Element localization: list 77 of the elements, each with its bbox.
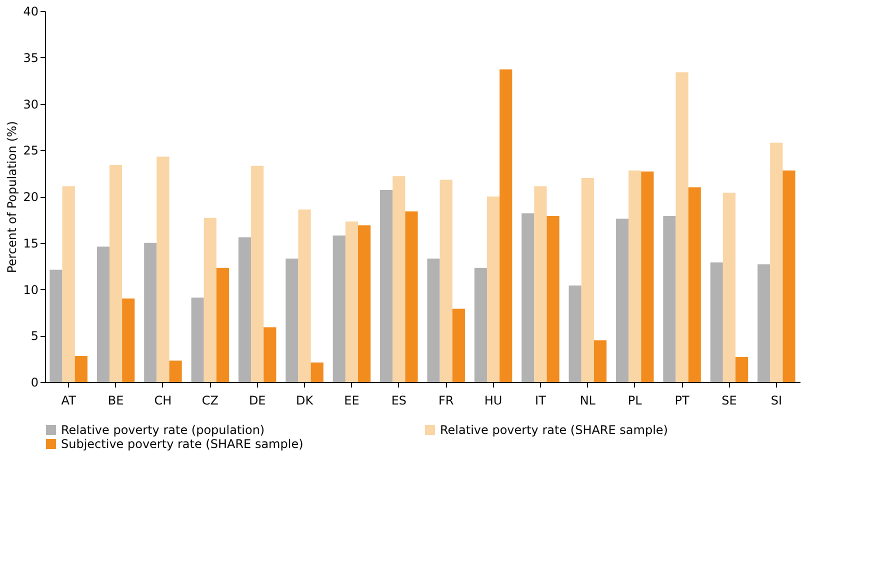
- bar: [332, 235, 346, 382]
- bar: [641, 171, 654, 382]
- bar: [440, 180, 452, 382]
- bar: [286, 258, 298, 382]
- x-tick-label: DE: [248, 394, 266, 408]
- bar: [191, 298, 204, 382]
- bar: [452, 308, 465, 382]
- y-tick-label: 0: [30, 376, 38, 390]
- bar: [427, 258, 440, 382]
- y-axis-title: Percent of Population (%): [5, 121, 20, 273]
- x-tick-label: BE: [108, 394, 124, 408]
- bar: [628, 170, 642, 382]
- bar: [568, 286, 582, 382]
- bar: [358, 225, 371, 382]
- x-tick-label: EE: [344, 394, 360, 408]
- x-tick-label: HU: [484, 394, 502, 408]
- y-tick-label: 5: [30, 329, 38, 344]
- bar: [62, 186, 75, 382]
- bar: [144, 242, 157, 382]
- bar: [736, 356, 748, 382]
- bar: [758, 264, 770, 382]
- legend-label: Relative poverty rate (SHARE sample): [440, 423, 668, 437]
- bar: [50, 270, 62, 382]
- bar: [109, 164, 122, 382]
- legend-label: Relative poverty rate (population): [61, 423, 265, 437]
- bar: [216, 268, 230, 382]
- y-tick-label: 25: [23, 144, 38, 158]
- bar: [264, 327, 276, 382]
- x-tick-label: DK: [296, 394, 314, 408]
- bar: [663, 216, 676, 382]
- bar: [474, 268, 487, 382]
- bar: [310, 362, 324, 382]
- bar: [96, 246, 110, 382]
- x-tick-label: PL: [628, 394, 642, 408]
- legend-label: Subjective poverty rate (SHARE sample): [61, 437, 304, 451]
- y-tick-label: 35: [23, 50, 38, 65]
- x-tick-label: PT: [674, 394, 690, 408]
- bar: [251, 166, 264, 382]
- x-tick-label: SI: [770, 394, 782, 408]
- bar: [238, 237, 252, 382]
- bar: [298, 209, 311, 382]
- y-tick-label: 15: [23, 236, 38, 250]
- bar: [710, 262, 723, 382]
- y-tick-label: 40: [23, 4, 38, 18]
- x-tick-label: FR: [438, 394, 454, 408]
- bar: [345, 222, 358, 382]
- bar: [594, 340, 607, 382]
- x-tick-label: IT: [535, 394, 547, 408]
- bar: [546, 216, 560, 382]
- x-tick-label: CZ: [202, 394, 218, 408]
- bar: [782, 170, 796, 382]
- bar: [169, 360, 182, 382]
- bar: [392, 176, 406, 382]
- y-tick-label: 10: [23, 282, 38, 297]
- bar: [380, 190, 393, 382]
- bar: [688, 187, 701, 382]
- bar: [156, 156, 170, 382]
- y-tick-label: 20: [23, 190, 38, 204]
- bar: [405, 211, 418, 382]
- bar: [534, 186, 547, 382]
- bar: [616, 218, 629, 382]
- bar: [204, 218, 216, 382]
- bar: [722, 192, 736, 382]
- bar: [122, 298, 135, 382]
- bar: [74, 356, 88, 382]
- x-tick-label: ES: [391, 394, 407, 408]
- bar: [486, 196, 500, 382]
- bar: [500, 69, 512, 382]
- x-tick-label: SE: [722, 394, 737, 408]
- x-tick-label: CH: [154, 394, 172, 408]
- x-tick-label: AT: [61, 394, 77, 408]
- bar: [770, 142, 783, 382]
- y-tick-label: 30: [23, 97, 38, 112]
- bar: [676, 72, 688, 382]
- x-tick-label: NL: [580, 394, 596, 408]
- bar: [581, 178, 594, 382]
- bar: [522, 213, 534, 382]
